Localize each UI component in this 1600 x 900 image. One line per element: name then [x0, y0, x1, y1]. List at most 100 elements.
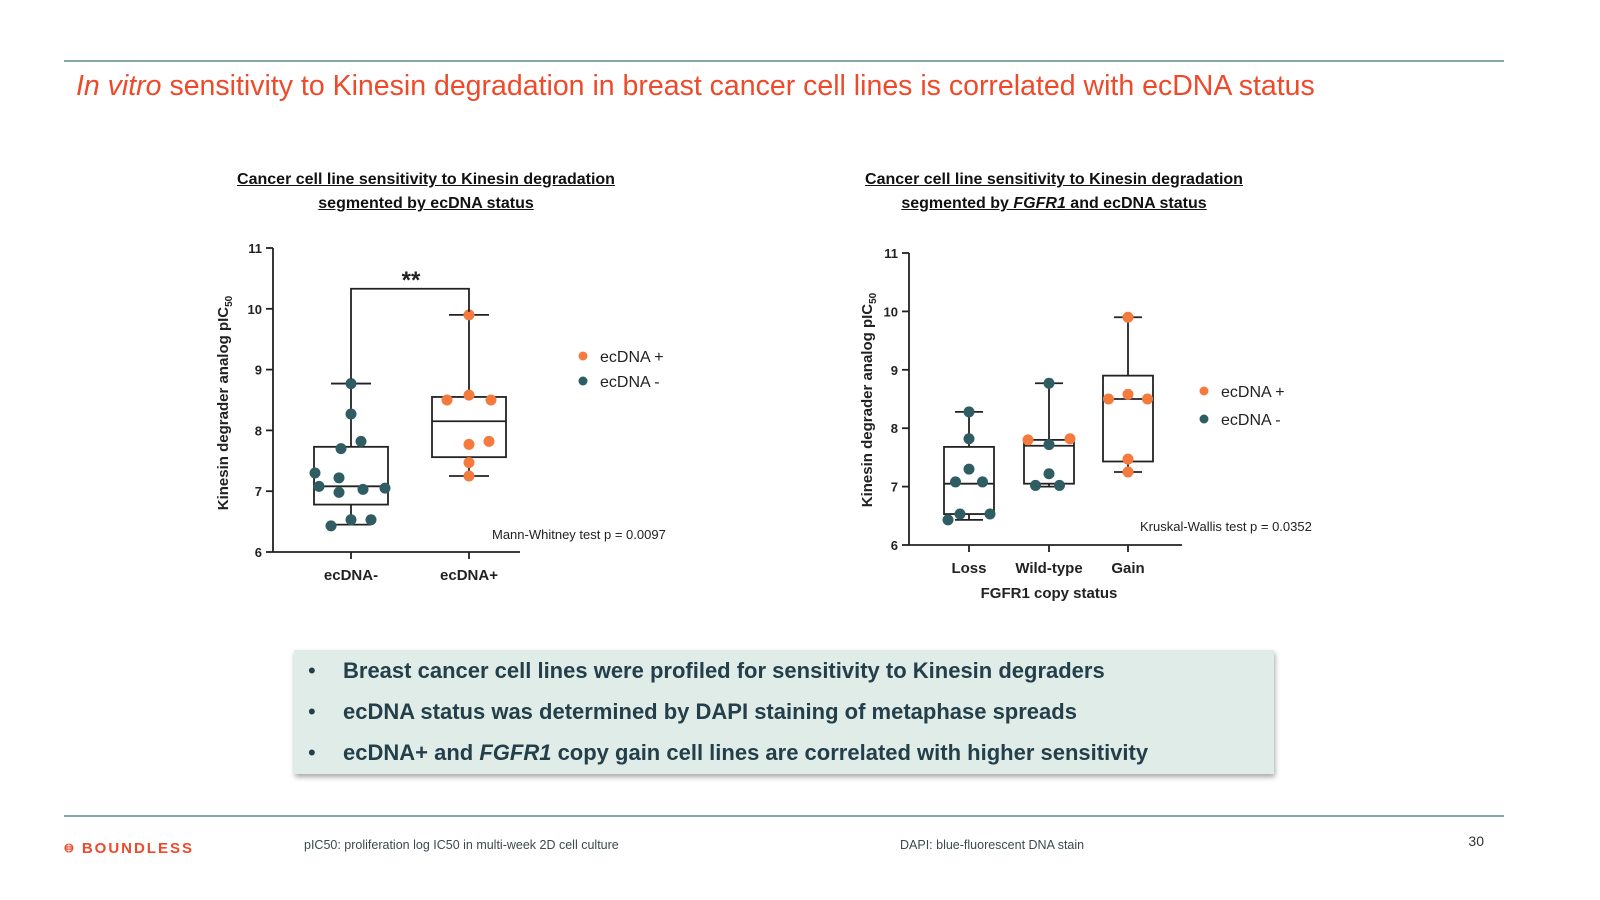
chart1-x-tick-label: ecDNA+	[440, 567, 498, 584]
chart1-data-point	[345, 408, 357, 420]
chart2-data-point	[1122, 466, 1134, 478]
slide-title: In vitro sensitivity to Kinesin degradat…	[76, 70, 1315, 103]
chart1-legend-marker	[578, 351, 588, 361]
chart1-data-point	[483, 435, 495, 447]
chart1-legend-marker	[578, 376, 588, 386]
chart2-title: Cancer cell line sensitivity to Kinesin …	[804, 168, 1304, 216]
chart1-legend-label: ecDNA -	[600, 374, 660, 391]
chart1-y-tick-label: 7	[255, 484, 262, 499]
chart1-significance: **	[402, 267, 421, 294]
chart1-data-point	[441, 394, 453, 406]
chart1-data-point	[345, 378, 357, 390]
callout-bullet-3-pre: ecDNA+ and	[343, 740, 480, 765]
chart1-y-tick-label: 11	[248, 241, 262, 256]
chart2-box	[1102, 374, 1154, 463]
chart2-fgfr1-boxplot: Kinesin degrader analog pIC50 FGFR1 copy…	[859, 246, 1312, 602]
chart2-data-point	[1122, 453, 1134, 465]
chart2-data-point	[1043, 377, 1055, 389]
callout-bullet-3: ecDNA+ and FGFR1 copy gain cell lines ar…	[294, 732, 1274, 773]
chart2-data-point	[1122, 388, 1134, 400]
logo-text: BOUNDLESS	[81, 839, 194, 857]
chart1-data-point	[463, 389, 475, 401]
chart1-title-line2: segmented by ecDNA status	[318, 195, 534, 212]
chart1-data-point	[345, 514, 357, 526]
chart1-test-label: Mann-Whitney test p = 0.0097	[492, 527, 666, 542]
chart2-data-point	[977, 476, 988, 488]
chart2-data-point	[950, 476, 961, 488]
callout-bullet-1: Breast cancer cell lines were profiled f…	[294, 650, 1274, 691]
callout-bullet-3-post: copy gain cell lines are correlated with…	[551, 740, 1149, 765]
chart1-title: Cancer cell line sensitivity to Kinesin …	[176, 168, 676, 216]
chart1-y-tick-label: 6	[255, 545, 262, 560]
chart1-data-point	[485, 394, 497, 406]
chart2-title-line2-post: and ecDNA status	[1065, 195, 1207, 212]
bottom-rule	[64, 815, 1504, 817]
chart1-data-point	[335, 443, 347, 455]
chart2-data-point	[954, 508, 966, 520]
footnote-pic50: pIC50: proliferation log IC50 in multi-w…	[304, 838, 619, 852]
chart2-data-point	[942, 514, 954, 526]
chart2-box	[943, 445, 995, 515]
slide-title-italic: In vitro	[76, 70, 162, 102]
company-logo: BOUNDLESS	[64, 832, 194, 864]
chart2-legend-marker	[1199, 414, 1209, 424]
chart2-data-point	[1064, 433, 1076, 445]
chart2-y-label-sub: 50	[868, 292, 879, 304]
chart1-y-label-sub: 50	[224, 295, 235, 307]
chart2-y-tick-label: 11	[884, 246, 898, 261]
chart1-data-point	[365, 514, 377, 526]
callout-bullet-3-italic: FGFR1	[479, 740, 552, 765]
chart1-data-point	[355, 435, 367, 447]
chart2-y-tick-label: 8	[891, 421, 898, 436]
chart1-data-point	[463, 309, 475, 321]
chart2-data-point	[963, 433, 975, 445]
chart1-y-tick-label: 9	[255, 363, 262, 378]
chart2-data-point	[984, 508, 996, 520]
chart1-data-point	[333, 472, 345, 484]
chart1-y-tick-label: 10	[248, 302, 262, 317]
chart2-data-point	[1030, 479, 1041, 491]
chart1-data-point	[309, 467, 321, 479]
chart2-x-axis-label: FGFR1 copy status	[981, 585, 1118, 602]
chart2-y-tick-label: 10	[884, 304, 898, 319]
chart2-data-point	[963, 463, 975, 475]
chart1-data-point	[379, 482, 391, 494]
chart2-y-label-main: Kinesin degrader analog pIC	[859, 304, 876, 508]
chart2-y-tick-label: 7	[891, 480, 898, 495]
chart2-title-line2-pre: segmented by	[901, 195, 1014, 212]
chart1-data-point	[333, 486, 345, 498]
chart2-data-point	[1043, 468, 1055, 480]
chart1-ecdna-boxplot: Kinesin degrader analog pIC50 ** Mann-Wh…	[215, 241, 666, 584]
chart2-data-point	[1022, 434, 1034, 446]
chart2-data-point	[1103, 393, 1114, 405]
chart2-title-line2-italic: FGFR1	[1013, 195, 1066, 212]
chart1-y-tick-label: 8	[255, 423, 262, 438]
chart1-box	[313, 445, 389, 506]
chart1-y-axis-label: Kinesin degrader analog pIC50	[215, 295, 235, 510]
chart2-x-tick-label: Loss	[951, 560, 986, 577]
callout-bullet-2: ecDNA status was determined by DAPI stai…	[294, 691, 1274, 732]
chart1-legend-label: ecDNA +	[600, 349, 664, 366]
chart2-test-label: Kruskal-Wallis test p = 0.0352	[1140, 519, 1312, 534]
chart2-data-point	[1054, 479, 1065, 491]
chart1-data-point	[313, 480, 325, 492]
chart1-data-point	[357, 483, 369, 495]
chart2-data-point	[963, 406, 975, 418]
chart1-x-tick-label: ecDNA-	[324, 567, 378, 584]
chart2-title-line2: segmented by FGFR1 and ecDNA status	[901, 195, 1206, 212]
chart2-y-tick-label: 6	[891, 538, 898, 553]
top-rule	[64, 60, 1504, 62]
chart1-y-label-main: Kinesin degrader analog pIC	[215, 307, 232, 511]
chart1-data-point	[463, 470, 475, 482]
footnote-dapi: DAPI: blue-fluorescent DNA stain	[900, 838, 1085, 852]
chart1-data-point	[463, 438, 475, 450]
slide-title-rest: sensitivity to Kinesin degradation in br…	[161, 70, 1315, 102]
chart2-legend-label: ecDNA -	[1221, 412, 1281, 429]
chart1-data-point	[325, 520, 337, 532]
chart2-x-tick-label: Gain	[1111, 560, 1144, 577]
summary-callout: Breast cancer cell lines were profiled f…	[294, 650, 1274, 774]
chart2-legend-label: ecDNA +	[1221, 384, 1285, 401]
chart2-y-tick-label: 9	[891, 363, 898, 378]
chart2-data-point	[1043, 439, 1055, 451]
chart1-significance-bracket	[350, 287, 470, 379]
